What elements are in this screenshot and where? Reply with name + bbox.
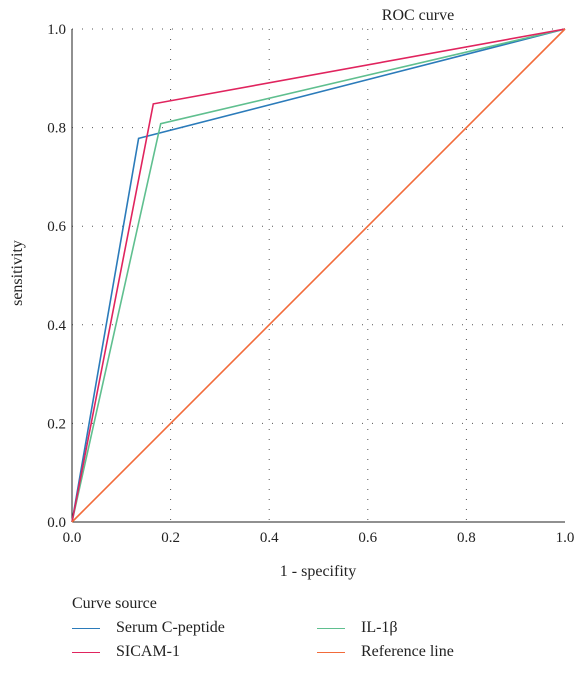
y-axis-title: sensitivity [9,240,26,306]
x-tick-label-0: 0.0 [63,530,82,546]
legend-swatch-3 [317,651,345,653]
series-line-1 [71,28,566,523]
y-tick-label-3: 0.6 [47,219,66,235]
x-tick-label-3: 0.6 [358,530,377,546]
legend-item-0: Serum C-peptide [72,619,317,637]
x-tick-label-5: 1.0 [556,530,575,546]
y-tick-label-5: 1.0 [47,22,66,38]
legend-label-1: IL-1β [361,619,398,636]
grid-lines [72,28,565,522]
roc-chart: 0.0 0.2 0.4 0.6 0.8 1.0 0.0 0.2 0.4 0.6 0.8 1.0 ROC… [9,7,574,580]
legend-label-2: SICAM-1 [116,643,181,660]
x-tick-label-4: 0.8 [457,530,476,546]
chart-title: ROC curve [382,7,454,24]
series-line-3 [71,28,566,523]
x-axis-title: 1 - specifity [280,563,356,580]
x-tick-label-1: 0.2 [161,530,180,546]
series-lines [71,28,566,523]
legend-title: Curve source [72,595,157,612]
legend-label-3: Reference line [361,643,454,660]
legend-item-3: Reference line [317,643,537,661]
legend-swatch-0 [72,627,100,629]
series-line-0 [71,28,566,523]
axes [71,29,565,523]
legend-label-0: Serum C-peptide [116,619,225,636]
y-tick-label-2: 0.4 [47,318,66,334]
legend: Curve source Serum C-peptide IL-1β SICAM-1… [72,595,552,661]
legend-entries: Serum C-peptide IL-1β SICAM-1 Reference lin… [72,619,552,661]
tick-labels: 0.0 0.2 0.4 0.6 0.8 1.0 0.0 0.2 0.4 0.6 0.8 1.0 [47,22,574,546]
y-tick-label-4: 0.8 [47,121,66,137]
legend-swatch-2 [72,651,100,653]
y-tick-label-1: 0.2 [47,416,66,432]
series-line-2 [71,28,566,523]
y-tick-label-0: 0.0 [47,515,66,531]
legend-swatch-1 [317,627,345,629]
legend-item-2: SICAM-1 [72,643,317,661]
x-tick-label-2: 0.4 [260,530,279,546]
legend-item-1: IL-1β [317,619,537,637]
